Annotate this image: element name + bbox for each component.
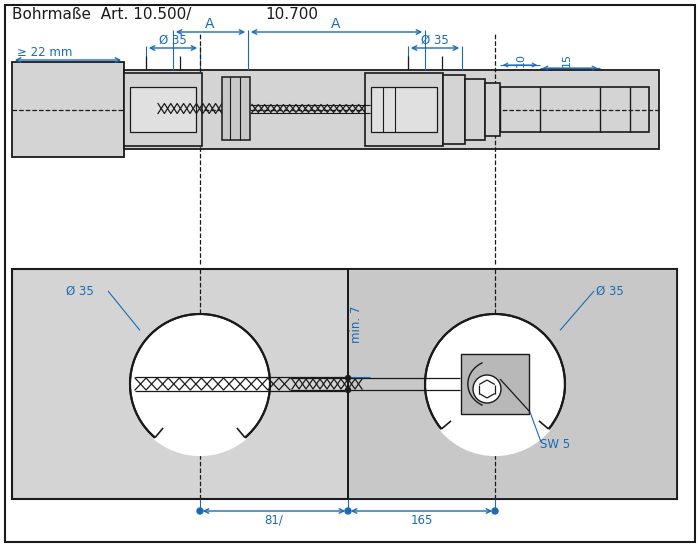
Text: 10: 10 [516,53,526,67]
Circle shape [346,387,351,393]
Bar [443,75,465,144]
Bar [124,73,202,146]
Circle shape [197,508,203,514]
Text: Ø 35: Ø 35 [596,284,624,298]
Text: 10.700: 10.700 [265,7,318,22]
Text: Bohrmaße  Art. 10.500/: Bohrmaße Art. 10.500/ [12,7,191,22]
Bar [124,70,659,149]
Circle shape [473,375,501,403]
Circle shape [130,314,270,454]
Text: A: A [205,17,215,31]
Text: min. 7: min. 7 [351,305,363,342]
Bar [465,79,485,140]
Bar [371,87,437,132]
Bar [500,87,649,132]
Bar [12,62,124,157]
Bar [365,73,443,146]
Circle shape [346,375,351,381]
Circle shape [492,508,498,514]
Bar [12,269,677,499]
Circle shape [345,508,351,514]
Text: Ø 35: Ø 35 [66,284,94,298]
Text: A: A [331,17,341,31]
Bar [348,269,677,499]
Text: 81/: 81/ [265,514,284,527]
Circle shape [425,314,565,454]
Bar [485,83,500,136]
Bar [222,77,250,140]
Text: ≥ 22 mm: ≥ 22 mm [18,45,73,59]
Text: 15: 15 [562,53,572,67]
Text: SW 5: SW 5 [540,438,570,451]
Text: Ø 35: Ø 35 [421,33,449,46]
Text: 165: 165 [410,514,433,527]
Text: Ø 35: Ø 35 [159,33,187,46]
Bar [461,354,529,414]
Bar [130,87,196,132]
